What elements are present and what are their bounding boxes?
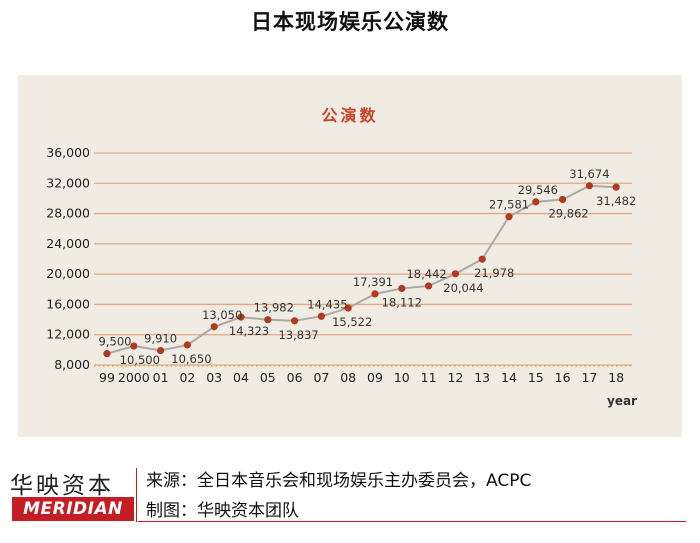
y-tick-label: 32,000 bbox=[46, 175, 90, 190]
chart-panel: 公演数 8,000 12,000 16,000 20,000 24,000 28,000 3… bbox=[18, 75, 682, 437]
data-label: 13,837 bbox=[278, 328, 318, 342]
x-tick-label: 99 bbox=[99, 370, 115, 385]
data-point bbox=[291, 317, 299, 325]
x-tick-label: 13 bbox=[474, 370, 490, 385]
x-tick-label: 05 bbox=[260, 370, 276, 385]
data-label: 14,435 bbox=[307, 297, 347, 311]
data-label: 29,862 bbox=[548, 206, 588, 220]
data-point bbox=[210, 323, 218, 331]
data-label: 18,442 bbox=[406, 267, 446, 281]
credit-note: 制图：华映资本团队 bbox=[146, 501, 299, 521]
data-point bbox=[451, 270, 459, 278]
data-label: 21,978 bbox=[474, 266, 514, 280]
data-label: 13,982 bbox=[254, 301, 294, 315]
data-label: 15,522 bbox=[332, 315, 372, 329]
series-polyline bbox=[106, 184, 617, 355]
data-label: 14,323 bbox=[229, 324, 269, 338]
x-tick-label: 16 bbox=[555, 370, 571, 385]
data-label: 31,482 bbox=[596, 194, 636, 208]
data-point bbox=[478, 255, 486, 263]
data-point bbox=[398, 284, 406, 293]
x-tick-label: 04 bbox=[233, 370, 249, 385]
x-tick-label: 18 bbox=[608, 370, 624, 385]
data-label: 18,112 bbox=[382, 295, 422, 309]
x-axis-ticks: 99 2000 01 02 03 04 05 06 07 08 09 10 11 12 13 14 15 16 17… bbox=[99, 370, 624, 385]
footer: 华映资本 MERIDIAN 来源：全日本音乐会和现场娱乐主办委员会，ACPC 制… bbox=[0, 452, 700, 543]
x-tick-label: 02 bbox=[179, 370, 195, 385]
line-chart: 公演数 8,000 12,000 16,000 20,000 24,000 28,000 3… bbox=[46, 106, 637, 408]
data-label: 31,674 bbox=[569, 167, 609, 181]
y-axis-ticks: 8,000 12,000 16,000 20,000 24,000 28,000 32,00… bbox=[46, 145, 90, 372]
data-point bbox=[559, 195, 567, 204]
x-tick-label: 2000 bbox=[118, 370, 150, 385]
data-label: 17,391 bbox=[353, 275, 393, 289]
data-point bbox=[157, 346, 165, 355]
data-points bbox=[103, 182, 620, 358]
data-point bbox=[532, 198, 540, 206]
data-point bbox=[103, 350, 111, 358]
footer-divider bbox=[136, 468, 137, 522]
x-axis-label: year bbox=[607, 394, 637, 408]
data-point bbox=[237, 313, 245, 321]
x-tick-label: 01 bbox=[153, 370, 169, 385]
data-point bbox=[130, 342, 138, 350]
data-label: 9,500 bbox=[99, 335, 132, 349]
y-tick-label: 28,000 bbox=[46, 206, 90, 221]
data-label: 10,500 bbox=[120, 353, 160, 367]
gridlines bbox=[94, 152, 632, 367]
y-tick-label: 36,000 bbox=[46, 145, 90, 160]
y-tick-label: 16,000 bbox=[46, 296, 90, 311]
series-line bbox=[106, 184, 617, 355]
data-point bbox=[425, 282, 433, 290]
data-label: 10,650 bbox=[171, 352, 211, 366]
x-tick-label: 07 bbox=[313, 370, 329, 385]
chart-title: 公演数 bbox=[321, 106, 378, 125]
data-point bbox=[371, 290, 379, 298]
data-label: 29,546 bbox=[518, 183, 558, 197]
data-labels: 9,500 10,500 9,910 10,650 13,050 14,323 13,982… bbox=[99, 167, 637, 367]
data-label: 27,581 bbox=[489, 198, 529, 212]
data-point bbox=[183, 341, 191, 349]
x-tick-label: 06 bbox=[287, 370, 303, 385]
data-label: 20,044 bbox=[443, 281, 483, 295]
y-tick-label: 24,000 bbox=[46, 236, 90, 251]
footer-rule bbox=[138, 521, 686, 522]
brand-logo-badge: MERIDIAN bbox=[12, 497, 134, 521]
x-tick-label: 12 bbox=[447, 370, 463, 385]
y-tick-label: 12,000 bbox=[46, 327, 90, 342]
y-tick-label: 8,000 bbox=[54, 357, 90, 372]
x-tick-label: 10 bbox=[394, 370, 410, 385]
source-note: 来源：全日本音乐会和现场娱乐主办委员会，ACPC bbox=[146, 471, 532, 491]
x-tick-label: 09 bbox=[367, 370, 383, 385]
x-tick-label: 11 bbox=[421, 370, 437, 385]
page-title: 日本现场娱乐公演数 bbox=[251, 10, 449, 34]
data-label: 9,910 bbox=[144, 332, 177, 346]
x-tick-label: 15 bbox=[528, 370, 544, 385]
data-point bbox=[612, 183, 620, 191]
y-tick-label: 20,000 bbox=[46, 266, 90, 281]
x-tick-label: 08 bbox=[340, 370, 356, 385]
brand-logo-text: 华映资本 bbox=[10, 473, 114, 499]
x-tick-label: 03 bbox=[206, 370, 222, 385]
data-point bbox=[585, 182, 594, 190]
data-point bbox=[317, 312, 325, 320]
x-tick-label: 17 bbox=[581, 370, 597, 385]
x-tick-label: 14 bbox=[501, 370, 517, 385]
data-label: 13,050 bbox=[202, 308, 242, 322]
data-point bbox=[505, 213, 513, 221]
data-point bbox=[264, 316, 272, 324]
data-point bbox=[344, 304, 352, 312]
